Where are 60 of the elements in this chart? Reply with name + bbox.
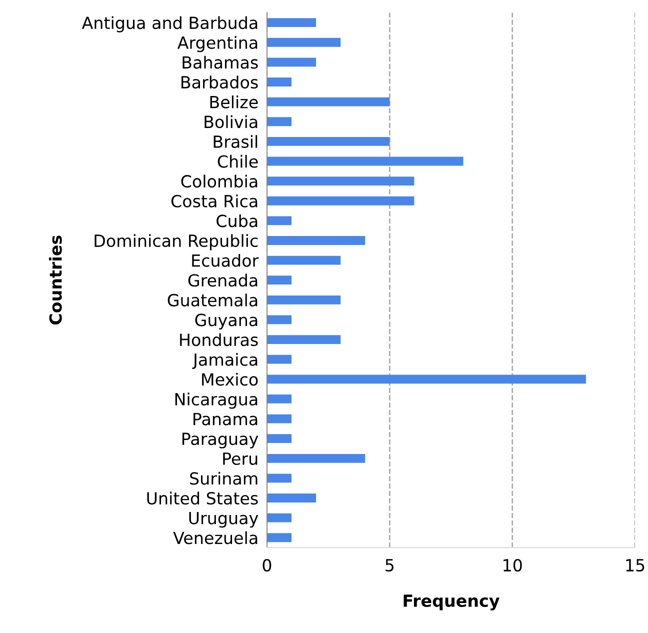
bar (266, 494, 316, 502)
y-axis-title: Countries (48, 236, 62, 325)
y-tick-label: Nicaragua (175, 392, 258, 409)
bar (266, 533, 292, 542)
y-tick-label: Paraguay (182, 432, 258, 448)
y-tick-label: Guyana (195, 314, 258, 330)
bar (266, 414, 292, 424)
bar (266, 256, 341, 265)
y-tick-label: Belize (210, 95, 258, 108)
bar (266, 315, 292, 324)
x-tick-label: 5 (386, 559, 394, 572)
y-tick-label: Bolivia (204, 115, 258, 128)
bar (266, 354, 292, 364)
bar (266, 295, 341, 304)
bar (266, 136, 390, 146)
x-axis-title: Frequency (404, 594, 500, 610)
x-tick-label: 15 (626, 559, 644, 572)
y-tick-label: Brasil (214, 135, 258, 148)
y-tick-label: Argentina (177, 36, 258, 52)
y-tick-label: Bahamas (182, 56, 258, 69)
bar (266, 117, 292, 126)
bar (266, 58, 316, 67)
bar (266, 216, 292, 226)
bar (266, 434, 292, 444)
bar (266, 236, 366, 245)
y-tick-label: Barbados (182, 76, 258, 89)
y-tick-label: Antigua and Barbuda (82, 16, 258, 32)
y-tick-label: Grenada (188, 274, 258, 287)
x-tick-label: 0 (262, 558, 272, 572)
bar (266, 513, 292, 522)
y-tick-label: Guatemala (168, 294, 258, 306)
bar (266, 394, 292, 404)
y-tick-label: Dominican Republic (94, 234, 258, 250)
bar (266, 474, 292, 483)
y-tick-label: Jamaica (192, 353, 258, 370)
x-tick-label: 10 (504, 558, 522, 572)
bar (266, 18, 316, 28)
y-tick-label: Peru (223, 452, 258, 465)
bar (266, 38, 341, 47)
bar (266, 335, 341, 344)
y-tick-label: United States (147, 492, 258, 505)
y-tick-label: Uruguay (189, 512, 258, 528)
bar (266, 374, 586, 384)
bar (266, 276, 292, 285)
bar (266, 454, 366, 463)
bar (266, 78, 292, 86)
y-tick-label: Chile (218, 154, 258, 168)
y-tick-label: Cuba (216, 214, 258, 228)
y-tick-label: Panama (194, 412, 258, 426)
bar (266, 156, 464, 166)
bar (266, 176, 414, 186)
bar (266, 97, 390, 106)
y-tick-label: Surinam (190, 472, 258, 485)
y-tick-label: Honduras (180, 333, 258, 346)
y-tick-label: Ecuador (192, 254, 259, 267)
y-tick-label: Mexico (202, 372, 258, 386)
y-tick-label: Venezuela (173, 531, 258, 544)
y-tick-label: Costa Rica (171, 194, 258, 208)
y-tick-label: Colombia (181, 174, 258, 188)
bar (266, 196, 414, 206)
